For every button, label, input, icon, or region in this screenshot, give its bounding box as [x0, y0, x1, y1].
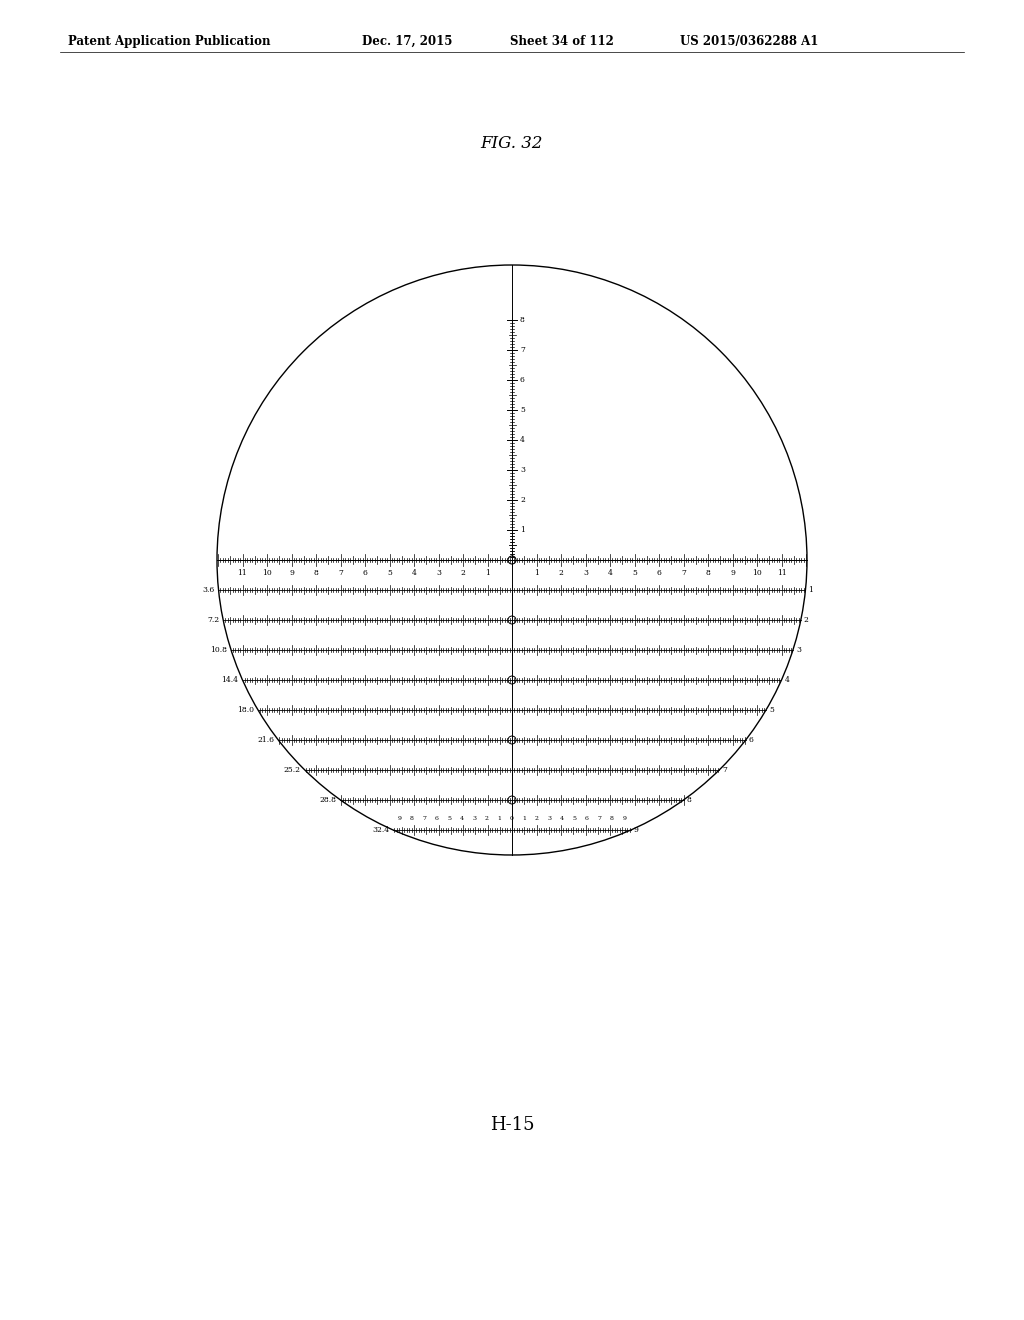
Text: 8: 8	[313, 569, 318, 577]
Text: 2: 2	[804, 616, 809, 624]
Text: 7: 7	[520, 346, 525, 354]
Text: 7: 7	[423, 816, 426, 821]
Text: 9: 9	[730, 569, 735, 577]
Text: 9: 9	[397, 816, 401, 821]
Text: 3: 3	[583, 569, 588, 577]
Text: 3.6: 3.6	[203, 586, 215, 594]
Text: 8: 8	[686, 796, 691, 804]
Text: 2: 2	[485, 816, 489, 821]
Text: 5: 5	[572, 816, 577, 821]
Text: 11: 11	[776, 569, 786, 577]
Text: 5: 5	[387, 569, 392, 577]
Text: 21.6: 21.6	[257, 737, 274, 744]
Text: 8: 8	[520, 315, 525, 323]
Text: 4: 4	[607, 569, 612, 577]
Text: 4: 4	[520, 436, 525, 444]
Text: 9: 9	[623, 816, 627, 821]
Text: 1: 1	[520, 525, 525, 535]
Text: 3: 3	[436, 569, 441, 577]
Text: 4: 4	[412, 569, 417, 577]
Text: Patent Application Publication: Patent Application Publication	[68, 36, 270, 48]
Text: 6: 6	[656, 569, 662, 577]
Text: 8: 8	[706, 569, 711, 577]
Text: 8: 8	[410, 816, 414, 821]
Text: Dec. 17, 2015: Dec. 17, 2015	[362, 36, 453, 48]
Text: US 2015/0362288 A1: US 2015/0362288 A1	[680, 36, 818, 48]
Text: 6: 6	[749, 737, 754, 744]
Text: FIG. 32: FIG. 32	[480, 135, 544, 152]
Text: 6: 6	[520, 376, 525, 384]
Text: 1: 1	[498, 816, 502, 821]
Text: 8: 8	[610, 816, 614, 821]
Text: 5: 5	[769, 706, 774, 714]
Text: 9: 9	[289, 569, 294, 577]
Text: 1: 1	[809, 586, 813, 594]
Text: 14.4: 14.4	[221, 676, 239, 684]
Text: 2: 2	[535, 816, 539, 821]
Text: 4: 4	[560, 816, 564, 821]
Text: 2: 2	[461, 569, 466, 577]
Text: 7: 7	[681, 569, 686, 577]
Text: 3: 3	[548, 816, 552, 821]
Text: 7: 7	[338, 569, 343, 577]
Text: 6: 6	[585, 816, 589, 821]
Text: 7.2: 7.2	[207, 616, 219, 624]
Text: 3: 3	[796, 645, 801, 653]
Text: 1: 1	[522, 816, 526, 821]
Text: 32.4: 32.4	[372, 826, 389, 834]
Text: 6: 6	[435, 816, 439, 821]
Text: 18.0: 18.0	[237, 706, 254, 714]
Text: 10: 10	[752, 569, 762, 577]
Text: 0: 0	[510, 816, 514, 821]
Text: 2: 2	[558, 569, 563, 577]
Text: 10.8: 10.8	[210, 645, 227, 653]
Text: Sheet 34 of 112: Sheet 34 of 112	[510, 36, 613, 48]
Text: 9: 9	[634, 826, 639, 834]
Text: 1: 1	[535, 569, 539, 577]
Text: 3: 3	[472, 816, 476, 821]
Text: 1: 1	[485, 569, 489, 577]
Text: 10: 10	[262, 569, 272, 577]
Text: 6: 6	[362, 569, 368, 577]
Text: 7: 7	[598, 816, 601, 821]
Text: 5: 5	[447, 816, 452, 821]
Text: 28.8: 28.8	[319, 796, 337, 804]
Text: 4: 4	[784, 676, 790, 684]
Text: 2: 2	[520, 496, 525, 504]
Text: 25.2: 25.2	[284, 766, 301, 774]
Text: 4: 4	[460, 816, 464, 821]
Text: 5: 5	[632, 569, 637, 577]
Text: 5: 5	[520, 407, 525, 414]
Text: 3: 3	[520, 466, 525, 474]
Text: 7: 7	[722, 766, 727, 774]
Text: H-15: H-15	[489, 1115, 535, 1134]
Text: 11: 11	[238, 569, 248, 577]
